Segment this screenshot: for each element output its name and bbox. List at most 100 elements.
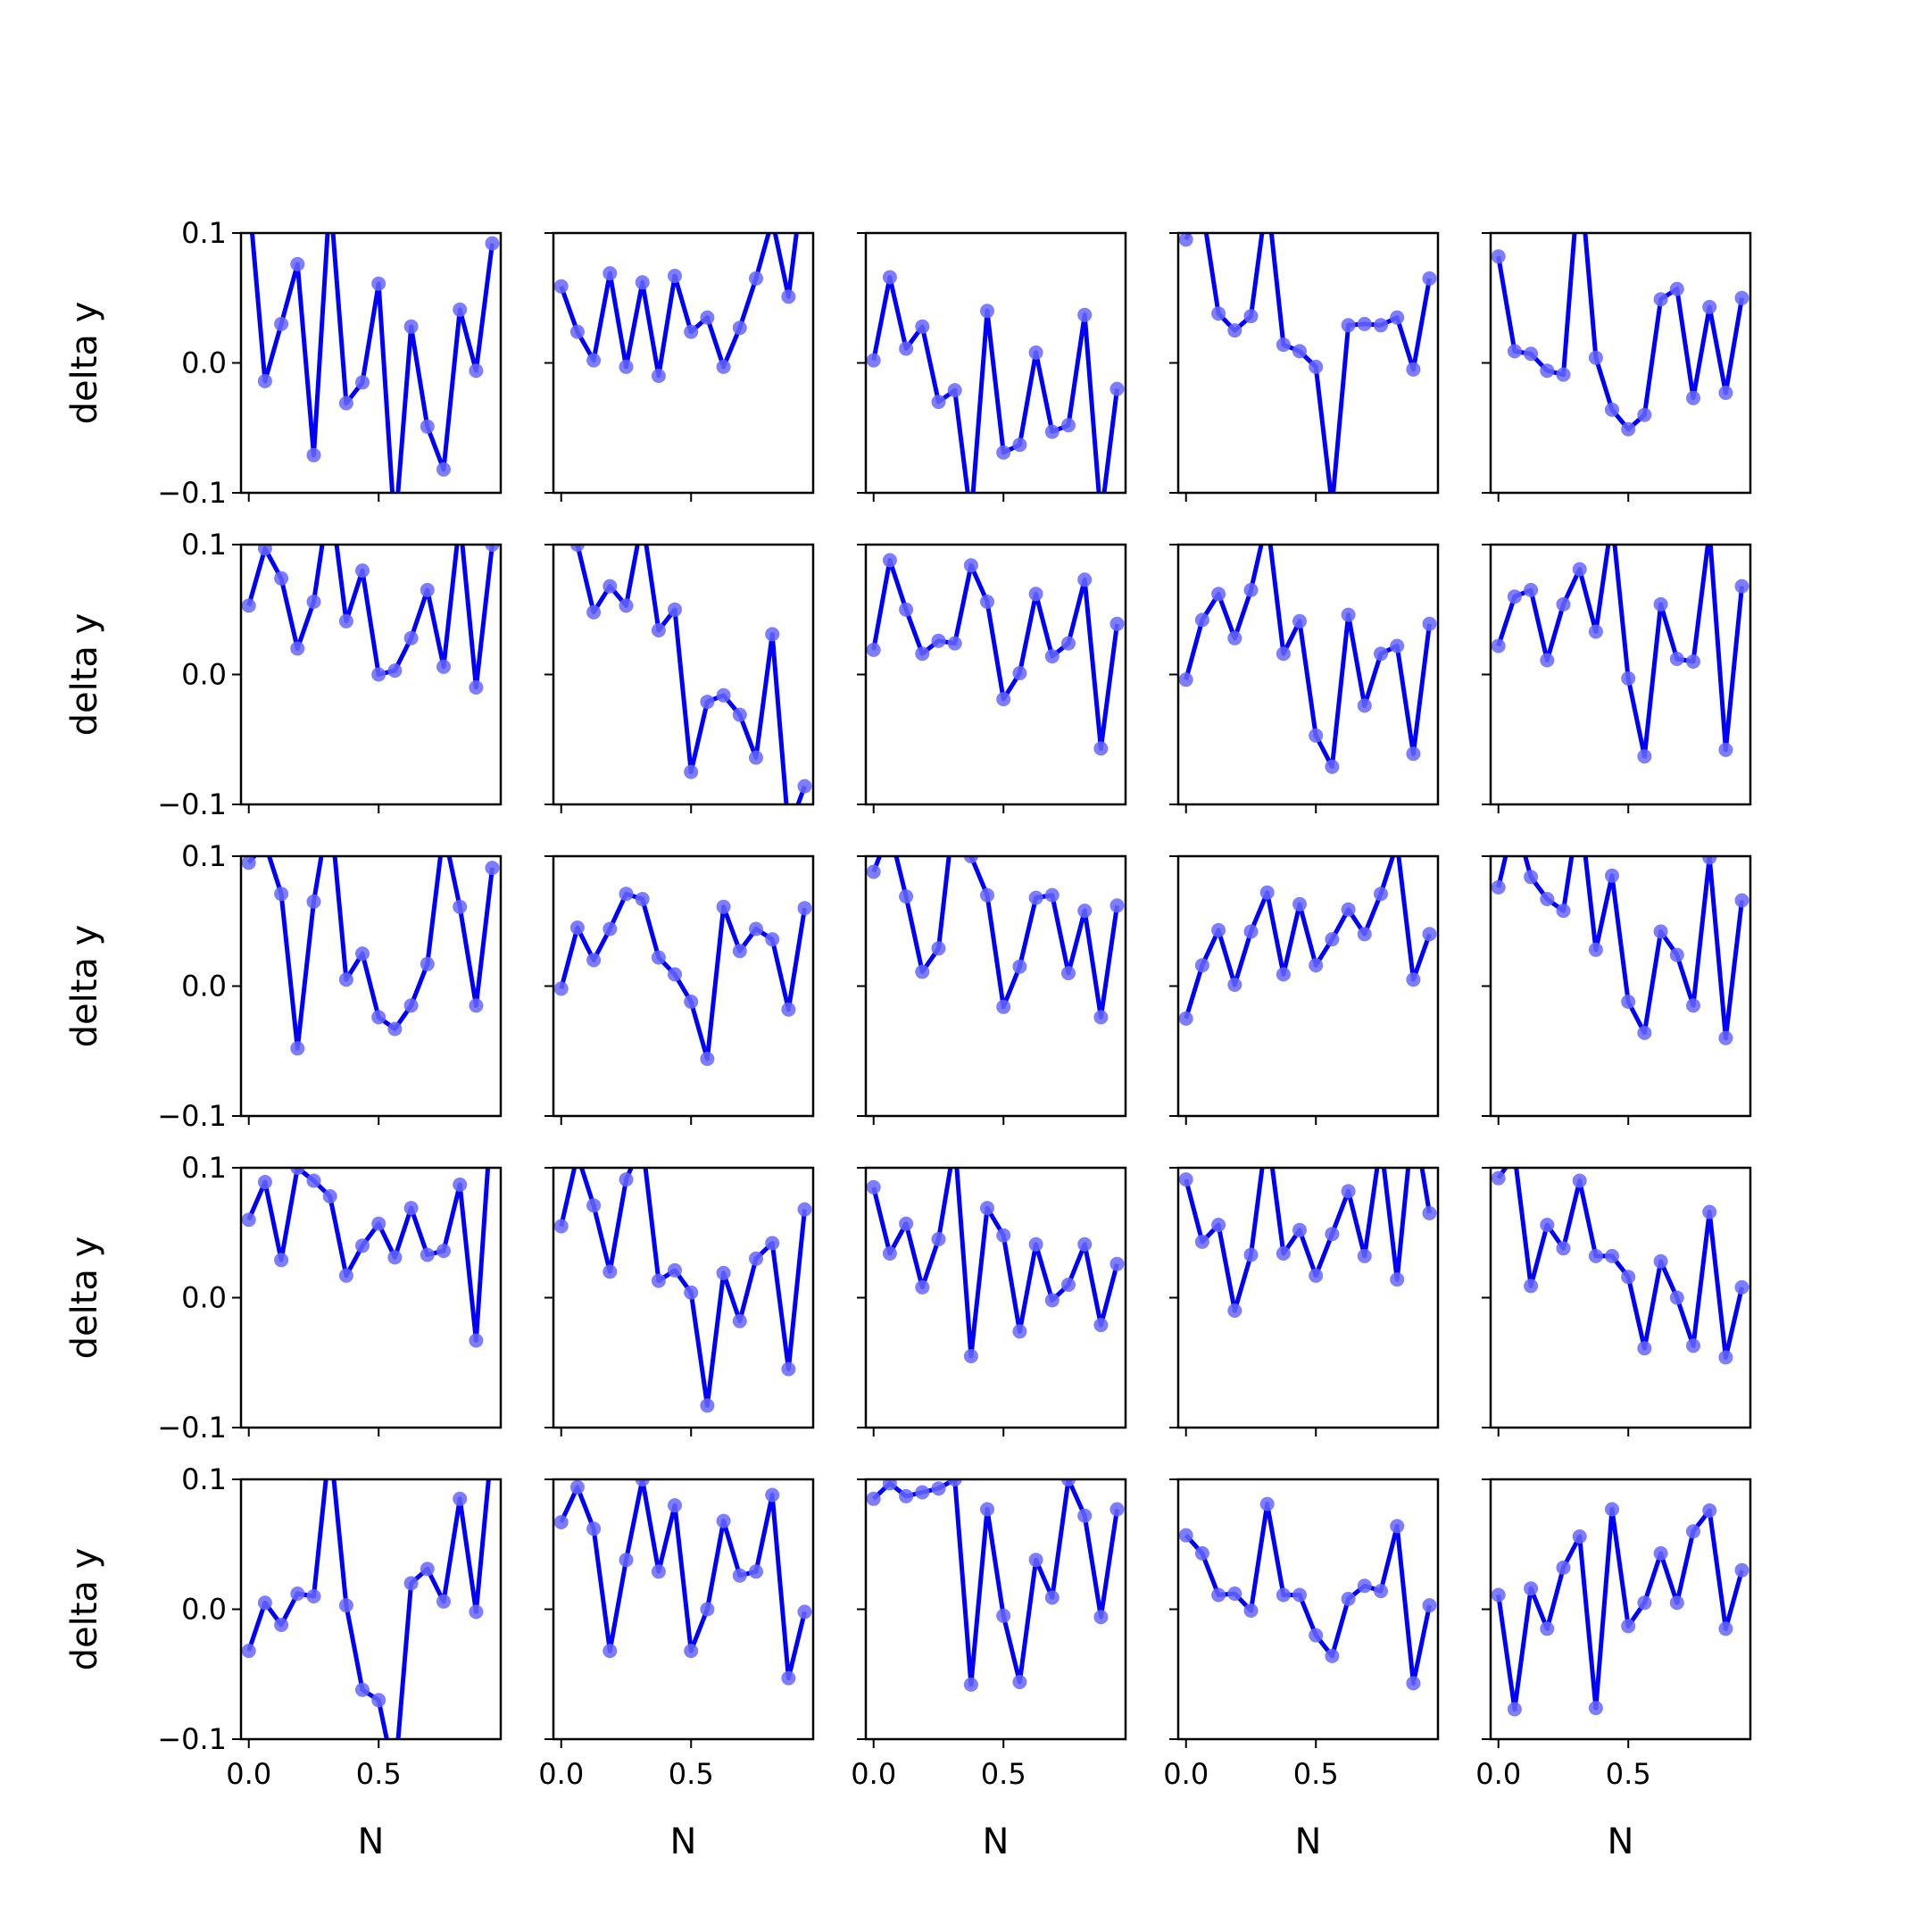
data-point [749,750,763,765]
data-point [1044,649,1060,664]
plot-area [553,1168,812,1413]
data-point [1012,666,1027,680]
data-point [866,353,881,368]
data-point [635,892,650,906]
data-point [732,321,747,336]
data-point [931,1232,946,1246]
y-tick-label: 0.1 [181,839,227,873]
axes-frame [1176,231,1440,495]
data-point [355,563,370,579]
data-point [420,956,435,971]
y-axis-title: delta y [64,925,105,1048]
axes-frame [1176,1166,1440,1429]
data-point [274,570,289,586]
data-point [1325,1648,1340,1663]
data-point [602,266,618,281]
subplot-2-4 [1169,543,1440,813]
axes-frame [1489,231,1752,495]
data-point [1572,562,1587,577]
data-point [996,445,1011,460]
data-point [1734,1562,1749,1578]
data-point [1637,1025,1652,1040]
data-point [355,1682,370,1697]
series-line [574,545,807,804]
data-point [569,920,585,935]
plot-area [241,1479,491,1739]
subplot-3-5 [1482,854,1752,1125]
data-point [1605,1502,1619,1517]
data-point [1109,1502,1125,1517]
data-point [1556,904,1571,919]
data-point [1637,1595,1652,1611]
data-point [1540,1218,1555,1232]
plot-area [553,233,799,383]
data-point [931,941,946,956]
data-point [1637,1341,1652,1356]
series-line [1184,233,1432,493]
data-point [765,932,780,947]
data-point [420,582,435,597]
data-point [765,627,780,642]
data-point [1211,1587,1226,1603]
data-point [1588,1701,1603,1716]
data-point [1309,1268,1324,1283]
data-point [1028,345,1043,360]
data-point [716,1513,731,1528]
data-point [586,1198,602,1213]
y-tick-label: 0.1 [181,1462,227,1496]
x-axis-title: N [358,1821,385,1862]
data-point [387,1250,403,1265]
data-point [882,1479,897,1491]
data-point [797,779,812,794]
plot-area [1491,161,1749,437]
x-tick-label: 0.5 [669,1757,714,1791]
data-point [899,1488,914,1503]
data-point [1374,646,1388,662]
data-point [1734,579,1749,594]
data-point [1524,1581,1539,1596]
data-point [668,1498,682,1513]
data-point [274,1618,289,1632]
data-point [1422,1598,1437,1613]
x-tick-label: 0.0 [1475,1757,1521,1791]
data-point [749,1251,763,1266]
data-point [732,1568,747,1583]
data-point [1178,1528,1193,1543]
data-point [1524,870,1539,885]
data-point [1357,927,1372,942]
subplot-4-2 [544,1166,815,1437]
data-point [306,595,321,609]
x-tick-label: 0.5 [1293,1757,1339,1791]
subplot-4-3 [857,1166,1127,1437]
data-point [883,823,897,837]
data-point [1406,362,1421,377]
data-point [668,602,682,617]
data-point [602,1264,618,1279]
data-point [387,1021,403,1037]
data-point [980,887,994,903]
data-point [1573,161,1587,175]
series-line [246,856,494,1051]
data-point [1061,418,1076,433]
series-line [246,1479,491,1739]
data-point [403,630,419,645]
plot-area [1178,545,1437,774]
data-point [668,1262,682,1278]
plot-area [249,233,500,493]
y-tick-label: 0.0 [181,346,227,380]
data-point [569,1479,585,1495]
x-tick-label: 0.5 [356,1757,402,1791]
data-point [1325,759,1340,774]
y-tick-label: −0.1 [157,1099,227,1133]
data-point [306,447,321,462]
data-point [1686,1338,1700,1353]
data-point [1686,390,1700,405]
data-point [306,894,321,909]
data-point [1374,1584,1388,1599]
data-point [1341,902,1356,917]
data-point [241,598,256,613]
data-point [602,1644,618,1659]
plot-area [866,270,1125,493]
data-point [1292,613,1307,629]
